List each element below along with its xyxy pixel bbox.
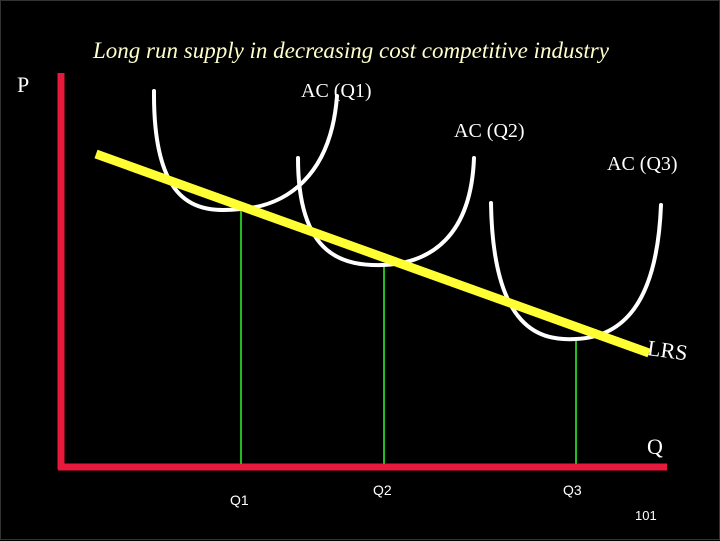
page-number: 101 [635,508,657,523]
ac-label-3: AC (Q3) [607,153,678,175]
x-axis-label: Q [647,434,663,459]
ac-label-1: AC (Q1) [301,80,372,102]
y-axis-label: P [17,72,30,97]
quantity-label-1: Q1 [230,492,249,508]
ac-curve-3 [489,201,663,342]
diagram-title: Long run supply in decreasing cost compe… [93,38,609,63]
ac-curve-1 [151,89,339,213]
ac-label-2: AC (Q2) [454,120,525,142]
quantity-label-2: Q2 [373,482,392,498]
lrs-label: LRS [645,335,690,366]
quantity-label-3: Q3 [563,482,582,498]
lrs-line [94,149,651,358]
ac-curve-2 [296,156,476,268]
